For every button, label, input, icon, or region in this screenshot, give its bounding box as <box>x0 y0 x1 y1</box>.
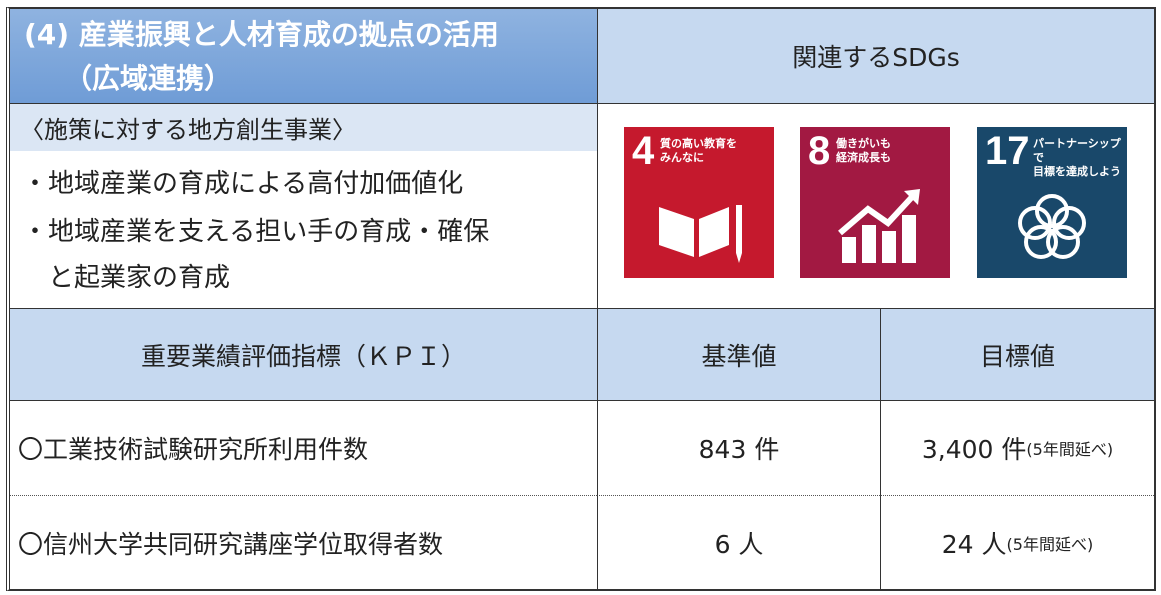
sdg-icon: 4 質の高い教育を みんなに <box>624 127 774 278</box>
kpi-baseline: 843 件 <box>597 400 880 495</box>
sdg-label: パートナーシップで 目標を達成しよう <box>1033 137 1127 179</box>
title-line: (4) 産業振興と人材育成の拠点の活用 <box>24 18 499 51</box>
sdg-pictogram <box>659 205 742 263</box>
sdg-number: 8 <box>808 129 831 173</box>
sdg-label-line: パートナーシップで <box>1033 137 1121 164</box>
title-line: （広域連携） <box>64 62 233 95</box>
sdg-label-line: 働きがいも <box>836 137 891 150</box>
column-header: 目標値 <box>880 308 1154 400</box>
measures-heading: 〈施策に対する地方創生事業〉 <box>10 103 597 151</box>
kpi-target: 3,400 件 (5年間延べ) <box>880 400 1154 495</box>
target-note: (5年間延べ) <box>1026 440 1114 459</box>
kpi-baseline: 6 人 <box>597 495 880 589</box>
sdg-label-line: 目標を達成しよう <box>1033 165 1121 178</box>
sdg-number: 4 <box>632 129 655 173</box>
sdg-label-line: 経済成長も <box>836 151 891 164</box>
sdg-pictogram <box>1018 194 1086 259</box>
sdg-label-line: みんなに <box>660 151 704 164</box>
measure-item: と起業家の育成 <box>48 263 231 293</box>
sdg-pictogram <box>838 189 920 263</box>
target-note: (5年間延べ) <box>1006 534 1094 554</box>
target-value: 24 人 <box>941 529 1007 559</box>
divider <box>597 103 1155 104</box>
sdg-label-line: 質の高い教育を <box>660 137 737 150</box>
sdg-icon: 8 働きがいも 経済成長も <box>800 127 950 278</box>
column-header: 重要業績評価指標（ＫＰＩ） <box>10 308 597 400</box>
divider <box>597 103 598 308</box>
measure-item: ・地域産業を支える担い手の育成・確保 <box>22 217 490 247</box>
kpi-indicator: 〇信州大学共同研究講座学位取得者数 <box>10 495 597 589</box>
sdgs-heading: 関連するSDGs <box>597 9 1154 103</box>
measure-item: ・地域産業の育成による高付加価値化 <box>22 169 464 199</box>
sdg-label: 働きがいも 経済成長も <box>836 137 891 165</box>
sdg-icon: 17 パートナーシップで 目標を達成しよう <box>977 127 1127 278</box>
outer-border <box>6 7 1156 591</box>
target-value: 3,400 件 <box>921 435 1027 464</box>
kpi-target: 24 人 (5年間延べ) <box>880 495 1154 589</box>
sdg-number: 17 <box>985 129 1030 173</box>
kpi-indicator: 〇工業技術試験研究所利用件数 <box>10 400 597 495</box>
sdg-label: 質の高い教育を みんなに <box>660 137 737 165</box>
column-header: 基準値 <box>597 308 880 400</box>
section-title: (4) 産業振興と人材育成の拠点の活用 （広域連携） <box>10 9 597 103</box>
